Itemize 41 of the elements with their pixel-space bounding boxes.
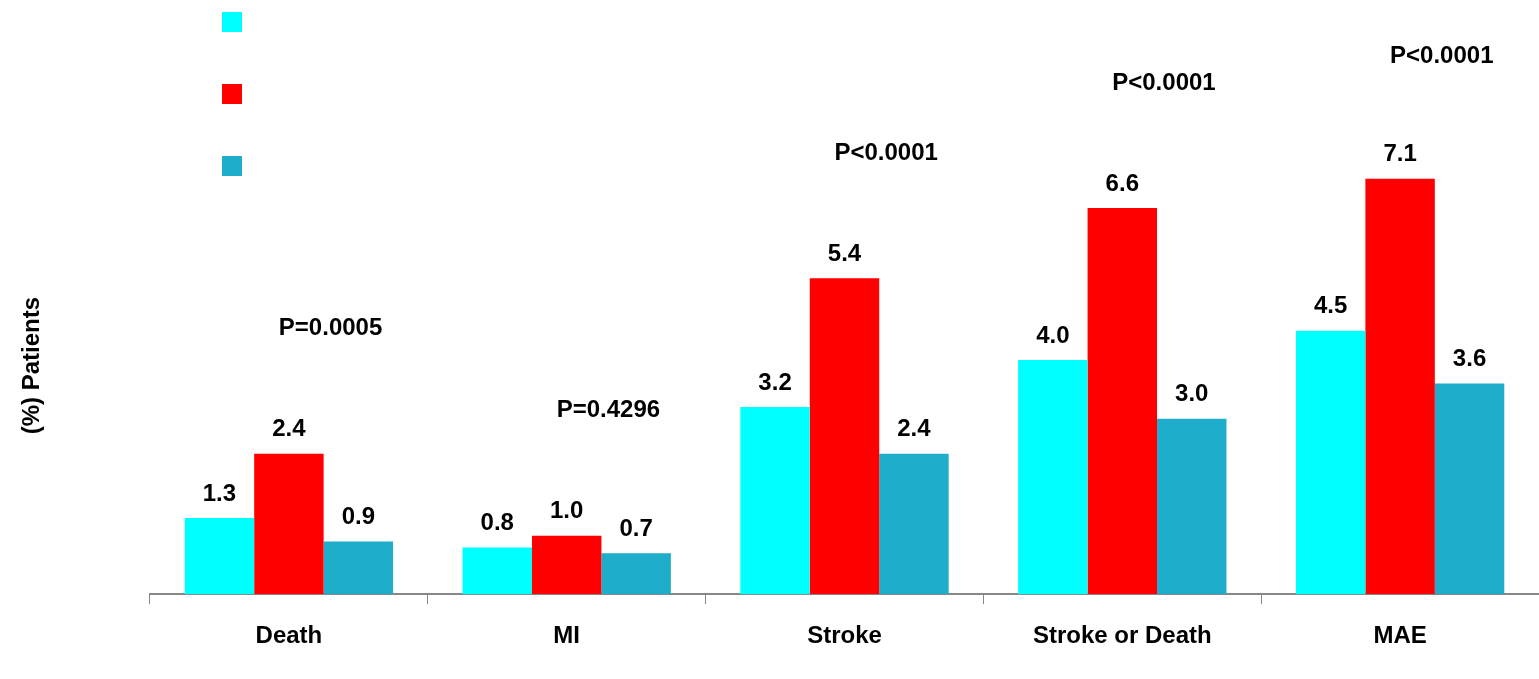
- x-tick-label: MAE: [1373, 621, 1427, 649]
- x-tick-label: Death: [255, 621, 323, 649]
- data-label: 7.1: [1383, 139, 1417, 167]
- x-tick-label: Stroke or Death: [1032, 621, 1212, 649]
- data-label: 3.6: [1452, 344, 1487, 372]
- data-label: 5.4: [827, 238, 862, 266]
- x-tick-label: MI: [553, 621, 581, 649]
- bar: [1295, 330, 1366, 595]
- bar: [740, 406, 810, 595]
- data-label: 2.4: [897, 414, 932, 442]
- bar: [1157, 418, 1227, 595]
- bar: [323, 541, 394, 595]
- data-label: 0.7: [619, 513, 653, 541]
- text: P<0.0001: [1112, 67, 1216, 95]
- bar: [601, 553, 671, 595]
- bar: [1365, 178, 1435, 595]
- data-label: 1.0: [550, 496, 584, 524]
- y-axis-title: (%) Patients: [16, 296, 44, 435]
- data-label: 2.4: [272, 414, 307, 442]
- bar: [1434, 383, 1505, 595]
- bar: [531, 535, 602, 595]
- bar: [809, 278, 880, 595]
- data-label: 0.9: [341, 502, 376, 530]
- data-label: 0.8: [480, 508, 514, 536]
- data-label: 3.2: [758, 367, 792, 395]
- bar: [254, 453, 324, 595]
- bar: [1087, 207, 1158, 595]
- bar: [879, 453, 949, 595]
- bar: [1018, 360, 1088, 595]
- text: P<0.0001: [834, 137, 938, 165]
- bar: [462, 547, 532, 595]
- x-tick-label: Stroke: [807, 621, 882, 649]
- data-label: 3.0: [1175, 379, 1209, 407]
- annotation: P=0.0005: [278, 313, 383, 341]
- data-label: 1.3: [202, 478, 237, 506]
- annotation: P=0.4296: [556, 395, 661, 423]
- text: P<0.0001: [1390, 40, 1494, 68]
- data-label: 6.6: [1105, 168, 1139, 196]
- data-label: 4.5: [1313, 291, 1348, 319]
- bar: [184, 518, 255, 595]
- data-label: 4.0: [1036, 320, 1070, 348]
